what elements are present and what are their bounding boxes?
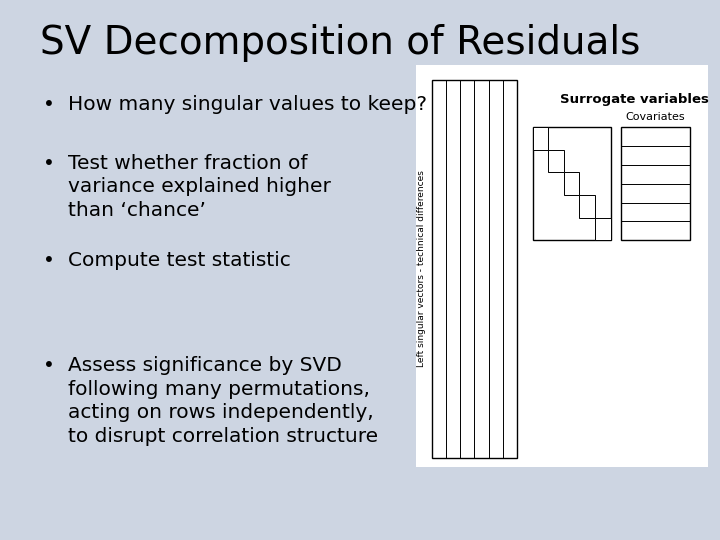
Text: •: • bbox=[43, 94, 55, 113]
Bar bbox=[549, 150, 564, 172]
Bar bbox=[533, 127, 611, 240]
Text: Surrogate variables: Surrogate variables bbox=[560, 93, 709, 106]
Text: Test whether fraction of
variance explained higher
than ‘chance’: Test whether fraction of variance explai… bbox=[68, 154, 331, 220]
Bar bbox=[416, 65, 708, 467]
Text: Left singular vectors - technical differences: Left singular vectors - technical differ… bbox=[417, 171, 426, 367]
Bar bbox=[621, 127, 690, 240]
Text: Compute test statistic: Compute test statistic bbox=[68, 251, 291, 270]
Bar bbox=[564, 172, 580, 195]
Text: SV Decomposition of Residuals: SV Decomposition of Residuals bbox=[40, 24, 640, 62]
Text: How many singular values to keep?: How many singular values to keep? bbox=[68, 94, 428, 113]
Bar bbox=[595, 218, 611, 240]
Text: Covariates: Covariates bbox=[626, 112, 685, 122]
Bar bbox=[533, 127, 549, 150]
Text: •: • bbox=[43, 356, 55, 375]
Text: •: • bbox=[43, 251, 55, 270]
Bar bbox=[432, 80, 517, 458]
Bar bbox=[580, 195, 595, 218]
Text: Assess significance by SVD
following many permutations,
acting on rows independe: Assess significance by SVD following man… bbox=[68, 356, 379, 446]
Text: •: • bbox=[43, 154, 55, 173]
